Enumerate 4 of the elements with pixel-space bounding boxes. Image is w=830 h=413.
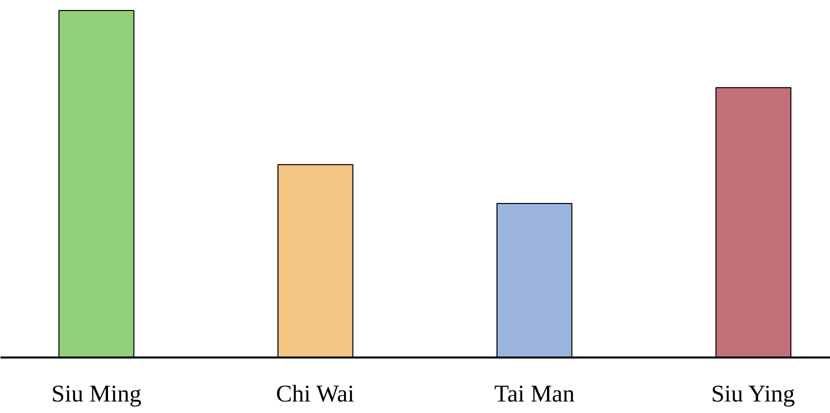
x-tick-label: Siu Ming <box>51 382 142 408</box>
x-tick-label: Tai Man <box>494 382 575 408</box>
x-tick-label: Siu Ying <box>711 382 795 408</box>
x-tick-label: Chi Wai <box>276 382 355 408</box>
